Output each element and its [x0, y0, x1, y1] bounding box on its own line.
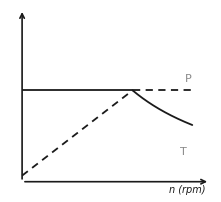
Text: P: P — [185, 74, 191, 84]
Text: n (rpm): n (rpm) — [169, 184, 206, 194]
Text: T: T — [180, 146, 187, 157]
